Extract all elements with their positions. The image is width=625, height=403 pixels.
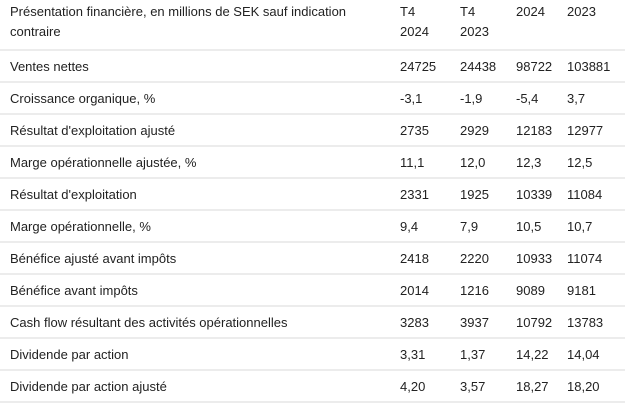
- header-line: 2023: [460, 24, 489, 39]
- row-value: 11084: [567, 177, 625, 210]
- row-value: 18,20: [567, 369, 625, 403]
- header-col-t4-2024: T4 2024: [400, 0, 460, 50]
- row-label: Bénéfice avant impôts: [0, 273, 400, 306]
- row-label: Cash flow résultant des activités opérat…: [0, 305, 400, 338]
- row-value: 2929: [460, 113, 516, 146]
- header-col-t4-2023: T4 2023: [460, 0, 516, 50]
- table-row: Cash flow résultant des activités opérat…: [0, 305, 625, 338]
- row-value: 2220: [460, 241, 516, 274]
- row-value: 2735: [400, 113, 460, 146]
- row-value: 11,1: [400, 145, 460, 178]
- table-row: Marge opérationnelle, % 9,4 7,9 10,5 10,7: [0, 209, 625, 242]
- table-row: Marge opérationnelle ajustée, % 11,1 12,0 1…: [0, 145, 625, 178]
- table-row: Résultat d'exploitation ajusté 2735 2929 12…: [0, 113, 625, 146]
- row-label: Bénéfice ajusté avant impôts: [0, 241, 400, 274]
- table-row: Dividende par action ajusté 4,20 3,57 18,27…: [0, 369, 625, 403]
- header-line: 2023: [567, 4, 596, 19]
- header-line: 2024: [516, 4, 545, 19]
- row-label: Résultat d'exploitation ajusté: [0, 113, 400, 146]
- row-value: 1216: [460, 273, 516, 306]
- row-value: 10339: [516, 177, 567, 210]
- row-value: 14,22: [516, 337, 567, 370]
- row-value: 4,20: [400, 369, 460, 403]
- table-row: Bénéfice ajusté avant impôts 2418 2220 1093…: [0, 241, 625, 274]
- row-value: 2331: [400, 177, 460, 210]
- row-value: 3283: [400, 305, 460, 338]
- row-label: Dividende par action ajusté: [0, 369, 400, 403]
- header-line: T4: [400, 4, 416, 19]
- row-value: -3,1: [400, 81, 460, 114]
- header-col-2024: 2024: [516, 0, 567, 50]
- row-value: 3,57: [460, 369, 516, 403]
- row-value: 9089: [516, 273, 567, 306]
- row-value: 24725: [400, 49, 460, 82]
- row-value: 11074: [567, 241, 625, 274]
- row-value: 12,0: [460, 145, 516, 178]
- header-label: Présentation financière, en millions de …: [10, 4, 347, 39]
- row-value: 10792: [516, 305, 567, 338]
- header-line: 2024: [400, 24, 429, 39]
- row-value: 103881: [567, 49, 625, 82]
- row-value: 7,9: [460, 209, 516, 242]
- row-value: 12977: [567, 113, 625, 146]
- row-value: 2014: [400, 273, 460, 306]
- table-row: Ventes nettes 24725 24438 98722 103881: [0, 49, 625, 82]
- row-value: 12,3: [516, 145, 567, 178]
- table-row: Bénéfice avant impôts 2014 1216 9089 9181: [0, 273, 625, 306]
- row-value: 9181: [567, 273, 625, 306]
- row-value: 2418: [400, 241, 460, 274]
- table-header-row: Présentation financière, en millions de …: [0, 0, 625, 50]
- header-col-2023: 2023: [567, 0, 625, 50]
- table-row: Dividende par action 3,31 1,37 14,22 14,04: [0, 337, 625, 370]
- row-value: 3937: [460, 305, 516, 338]
- row-value: 24438: [460, 49, 516, 82]
- row-label: Dividende par action: [0, 337, 400, 370]
- row-value: 13783: [567, 305, 625, 338]
- row-value: -1,9: [460, 81, 516, 114]
- row-value: 18,27: [516, 369, 567, 403]
- row-value: -5,4: [516, 81, 567, 114]
- row-value: 12,5: [567, 145, 625, 178]
- row-value: 10933: [516, 241, 567, 274]
- row-label: Marge opérationnelle, %: [0, 209, 400, 242]
- row-value: 98722: [516, 49, 567, 82]
- row-label: Marge opérationnelle ajustée, %: [0, 145, 400, 178]
- row-value: 3,7: [567, 81, 625, 114]
- row-value: 10,7: [567, 209, 625, 242]
- row-value: 1,37: [460, 337, 516, 370]
- header-line: T4: [460, 4, 476, 19]
- row-label: Résultat d'exploitation: [0, 177, 400, 210]
- row-value: 9,4: [400, 209, 460, 242]
- row-label: Croissance organique, %: [0, 81, 400, 114]
- row-value: 14,04: [567, 337, 625, 370]
- row-value: 12183: [516, 113, 567, 146]
- row-value: 1925: [460, 177, 516, 210]
- row-value: 3,31: [400, 337, 460, 370]
- row-label: Ventes nettes: [0, 49, 400, 82]
- table-row: Croissance organique, % -3,1 -1,9 -5,4 3,7: [0, 81, 625, 114]
- row-value: 10,5: [516, 209, 567, 242]
- table-row: Résultat d'exploitation 2331 1925 10339 1108…: [0, 177, 625, 210]
